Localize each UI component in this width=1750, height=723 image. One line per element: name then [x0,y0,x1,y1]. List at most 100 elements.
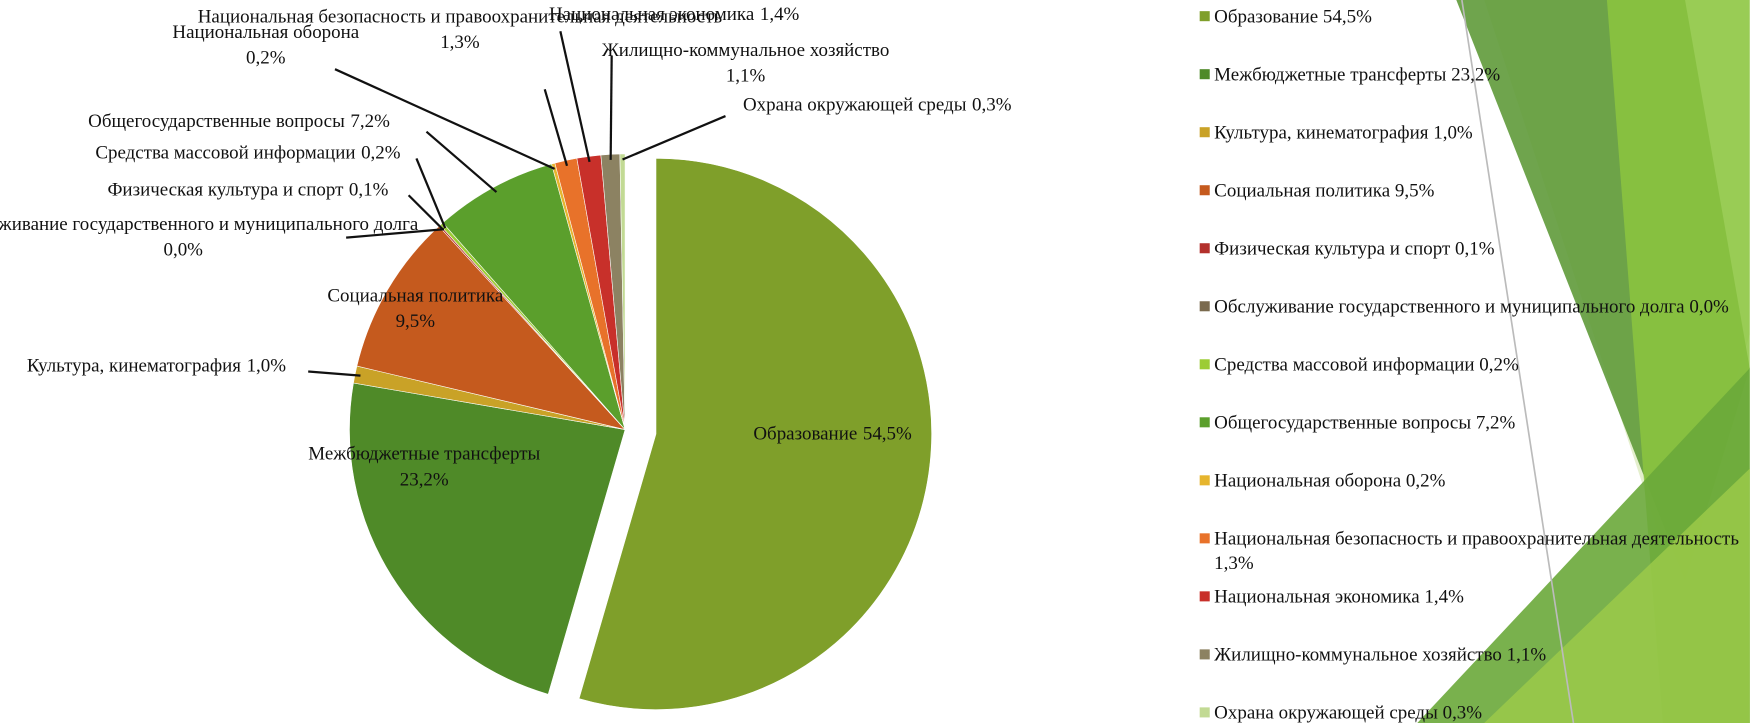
leader-line [622,115,726,161]
legend-value: 0,3% [1442,701,1483,723]
slice-label-value: 1,3% [440,32,480,53]
slice-label-category: Обслуживание государственного и муниципа… [0,214,419,235]
slice-label-category: Межбюджетные трансферты [308,444,540,465]
slice-label-value: 9,5% [396,311,436,332]
slice-label-category: Социальная политика [327,285,503,306]
leader-line [609,55,613,160]
legend-label: Культура, кинематография [1214,121,1429,143]
legend-value: 9,5% [1394,179,1435,201]
legend-entry: Охрана окружающей среды 0,3% [1214,701,1750,723]
legend-label: Физическая культура и спорт [1214,237,1451,259]
legend-label: Общегосударственные вопросы [1214,411,1472,433]
legend-swatch [1199,243,1210,254]
slice-label-value: 0,2% [246,48,286,69]
legend-entry: Национальная оборона 0,2% [1214,469,1750,494]
pie [349,153,932,710]
slice-label-value: 0,0% [163,240,203,261]
legend-text: Жилищно-коммунальное хозяйство 1,1% [1214,643,1750,668]
legend-label: Образование [1214,5,1319,27]
slice-label: Обслуживание государственного и муниципа… [0,214,419,261]
slice-label: Физическая культура и спорт 0,1% [107,179,388,200]
legend-swatch [1199,591,1210,602]
leader-line [559,30,591,163]
legend-entry: Межбюджетные трансферты 23,2% [1214,62,1750,87]
leader-line [425,130,498,193]
slice-label-value: 1,1% [726,65,766,86]
legend-entry: Социальная политика 9,5% [1214,179,1435,201]
legend-swatch [1199,359,1210,370]
slice-label: Национальная безопасность и правоохранит… [198,6,723,53]
slice-label: Национальная оборона 0,2% [172,22,359,69]
legend-swatch [1199,185,1210,196]
slice-label-value: 23,2% [400,469,449,490]
pie-slice [578,158,932,710]
leader-line [415,158,447,229]
leader-line [407,194,445,231]
slice-label-category: Общегосударственные вопросы [88,111,345,132]
legend-entry: Средства массовой информации 0,2% [1214,353,1750,378]
slice-label: Образование 54,5% [753,424,912,445]
legend-text: Национальная оборона 0,2% [1214,469,1750,494]
slice-label-value: 1,4% [760,4,800,25]
legend-text: Образование 54,5% [1214,4,1750,29]
legend-entry: Национальная безопасность и правоохранит… [1214,527,1750,576]
legend-text: Физическая культура и спорт 0,1% [1214,237,1750,262]
legend-label: Национальная безопасность и правоохранит… [1214,527,1739,549]
legend-text: Национальная безопасность и правоохранит… [1214,527,1750,576]
legend-swatch [1199,475,1210,486]
slice-label-category: Физическая культура и спорт [107,179,343,200]
leader-line [334,68,556,170]
legend-value: 1,1% [1506,643,1547,665]
leader-line [543,88,569,167]
slice-label-value: 1,0% [247,356,287,377]
leader-line [308,370,361,377]
legend-text: Общегосударственные вопросы 7,2% [1214,411,1750,436]
legend-value: 54,5% [1322,5,1372,27]
slice-label-value: 54,5% [863,424,912,445]
pie-slice [349,382,626,695]
pie-slice [619,153,626,430]
legend-label: Жилищно-коммунальное хозяйство [1214,643,1502,665]
legend-value: 23,2% [1451,63,1501,85]
legend-text: Межбюджетные трансферты 23,2% [1214,62,1750,87]
leader-line [346,228,445,239]
slice-label-category: Образование [753,424,857,445]
legend-entry: Физическая культура и спорт 0,1% [1214,237,1750,262]
legend-text: Средства массовой информации 0,2% [1214,353,1750,378]
legend-label: Средства массовой информации [1214,353,1475,375]
background-decoration [1417,0,1750,723]
pie-slice [356,225,626,431]
slice-label-category: Охрана окружающей среды [743,94,967,115]
legend-swatch [1199,649,1210,660]
legend-entry: Национальная экономика 1,4% [1214,585,1750,610]
legend-swatch [1199,127,1210,138]
legend-label: Национальная оборона [1214,469,1402,491]
slice-label: Национальная экономика 1,4% [549,4,800,25]
legend-text: Охрана окружающей среды 0,3% [1214,701,1750,723]
legend-text: Национальная экономика 1,4% [1214,585,1750,610]
legend-value: 7,2% [1475,411,1516,433]
legend-swatch [1199,417,1210,428]
legend: Образование 54,5% Межбюджетные трансферты… [1199,4,1750,723]
legend-swatch [1199,533,1210,544]
slice-label-value: 0,3% [972,94,1012,115]
legend-value: 0,2% [1479,353,1519,375]
legend-entry: Культура, кинематография 1,0% [1214,121,1473,143]
slice-label: Культура, кинематография 1,0% [27,356,286,377]
legend-swatch [1199,301,1210,312]
slice-label: Общегосударственные вопросы 7,2% [88,111,390,132]
legend-label: Обслуживание государственного и муниципа… [1214,295,1685,317]
legend-entry: Образование 54,5% [1214,4,1750,29]
legend-entry: Обслуживание государственного и муниципа… [1214,295,1750,320]
slice-label-category: Средства массовой информации [95,142,355,163]
slice-label-category: Национальная безопасность и правоохранит… [198,6,723,27]
legend-value: 1,3% [1214,552,1254,574]
legend-value: 1,4% [1424,585,1464,607]
slice-label-value: 7,2% [350,111,390,132]
legend-entry: Общегосударственные вопросы 7,2% [1214,411,1750,436]
slice-label-category: Национальная экономика [549,4,755,25]
legend-swatch [1199,69,1210,80]
legend-swatch [1199,707,1210,718]
legend-text: Обслуживание государственного и муниципа… [1214,295,1750,320]
